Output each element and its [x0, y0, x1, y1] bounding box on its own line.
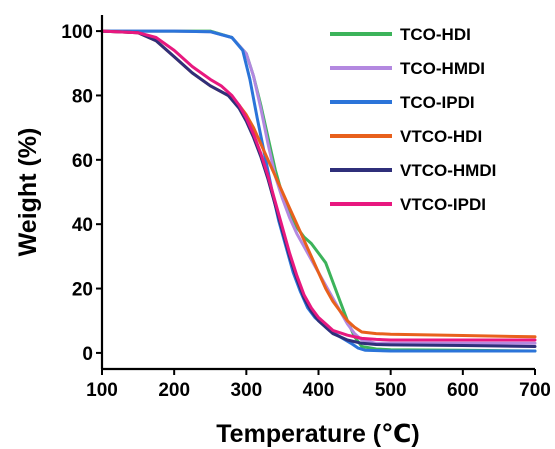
- y-tick-label: 100: [61, 22, 93, 43]
- x-tick-label: 700: [519, 380, 551, 401]
- y-tick-label: 40: [72, 215, 93, 236]
- x-tick-label: 100: [86, 380, 118, 401]
- x-tick-label: 400: [303, 380, 335, 401]
- y-tick-label: 80: [72, 86, 93, 107]
- ticks: 100 200 300 400 500 600 700 0 20 40 60 80 100: [61, 22, 551, 401]
- series-line-tco-ipdi: [100, 29, 537, 353]
- x-axis-title: Temperature (℃): [216, 420, 419, 448]
- y-axis-title: Weight (%): [14, 128, 42, 257]
- y-tick-label: 0: [82, 344, 93, 365]
- series-line-vtco-hmdi: [100, 29, 537, 348]
- legend-label-vtco-hdi: VTCO-HDI: [400, 127, 482, 146]
- legend-label-tco-hmdi: TCO-HMDI: [400, 59, 485, 78]
- y-tick-label: 60: [72, 151, 93, 172]
- legend-label-tco-ipdi: TCO-IPDI: [400, 93, 475, 112]
- series-line-vtco-ipdi: [100, 29, 537, 342]
- legend: TCO-HDI TCO-HMDI TCO-IPDI VTCO-HDI VTCO-HMDI…: [330, 25, 496, 214]
- series-line-tco-hdi: [100, 29, 537, 353]
- x-tick-label: 300: [230, 380, 262, 401]
- x-tick-label: 200: [158, 380, 190, 401]
- y-tick-label: 20: [72, 280, 93, 301]
- legend-label-vtco-ipdi: VTCO-IPDI: [400, 195, 486, 214]
- legend-label-vtco-hmdi: VTCO-HMDI: [400, 161, 496, 180]
- x-tick-label: 500: [375, 380, 407, 401]
- legend-label-tco-hdi: TCO-HDI: [400, 25, 471, 44]
- x-tick-label: 600: [447, 380, 479, 401]
- series-layer: [100, 29, 537, 353]
